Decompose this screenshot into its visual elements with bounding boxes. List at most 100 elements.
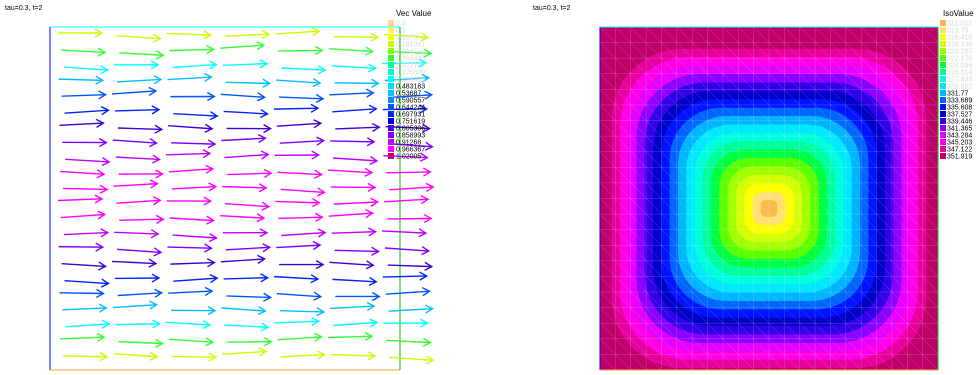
legend-label: 0.805306 <box>396 126 425 133</box>
legend-label: 324.095 <box>947 63 972 70</box>
vector-arrow <box>333 318 379 328</box>
vector-arrow <box>389 182 435 192</box>
vector-arrow <box>224 150 270 160</box>
legend-swatch <box>388 132 394 138</box>
legend-swatch <box>940 69 946 75</box>
vector-arrow <box>220 92 267 102</box>
legend-label: 0.107374 <box>396 35 425 42</box>
legend-label: 337.527 <box>947 112 972 119</box>
legend-swatch <box>940 146 946 152</box>
vector-arrow <box>386 337 432 347</box>
legend-label: 316.418 <box>947 35 972 42</box>
vector-arrow <box>61 261 107 271</box>
vector-arrow <box>64 106 110 116</box>
iso-band <box>760 200 778 217</box>
vector-arrow <box>276 78 322 88</box>
vector-arrow <box>279 307 326 317</box>
vector-arrow <box>280 187 326 197</box>
vector-arrow <box>170 91 216 102</box>
legend-label: 311.832 <box>947 21 972 28</box>
vector-arrow <box>119 50 165 60</box>
legend-label: 0.644244 <box>396 105 425 112</box>
vector-legend: Vec Value0.00.10.1073740.1610610.2147480… <box>388 9 432 161</box>
vector-arrow <box>165 149 212 159</box>
vector-plot-area <box>50 27 400 370</box>
vector-arrow <box>115 319 162 329</box>
legend-label: 313.75 <box>947 28 969 35</box>
vector-arrow <box>167 72 213 83</box>
legend-label: 320.257 <box>947 49 972 56</box>
vector-arrow <box>332 104 378 114</box>
vector-arrow <box>221 133 267 144</box>
legend-swatch <box>940 132 946 138</box>
vector-arrow <box>388 141 434 151</box>
legend-swatch <box>940 83 946 89</box>
vector-arrow <box>119 214 165 224</box>
vector-arrow <box>276 240 322 251</box>
vector-arrow <box>335 122 381 133</box>
vector-arrow <box>60 210 107 220</box>
vector-arrow <box>169 44 216 55</box>
vector-arrow <box>63 65 110 75</box>
vector-arrow <box>334 78 380 88</box>
legend-swatch <box>388 34 394 40</box>
vector-arrow <box>330 301 376 312</box>
vector-arrow <box>112 138 159 148</box>
legend-swatch <box>940 90 946 96</box>
vector-arrow <box>389 355 435 365</box>
legend-swatch <box>940 20 946 26</box>
vector-arrow <box>62 303 108 313</box>
vector-arrow <box>171 306 217 316</box>
vector-arrow <box>222 59 269 69</box>
legend-swatch <box>940 104 946 110</box>
legend-label: 0.1 <box>396 28 406 35</box>
vector-arrow <box>332 276 378 287</box>
vector-arrow <box>223 108 269 119</box>
legend-swatch <box>940 34 946 40</box>
legend-label: 0.697931 <box>396 112 425 119</box>
vector-arrow <box>223 273 270 283</box>
vector-arrow <box>274 150 321 160</box>
vector-arrow <box>274 316 321 327</box>
legend-swatch <box>388 62 394 68</box>
vector-arrow <box>114 273 161 283</box>
vector-arrow <box>63 184 109 194</box>
legend-label: 0.375809 <box>396 70 425 77</box>
vector-arrow <box>273 103 320 113</box>
legend-label: 0.0 <box>396 21 406 28</box>
vector-arrow <box>384 195 430 205</box>
vector-arrow <box>330 351 377 361</box>
legend-label: 343.284 <box>947 133 972 140</box>
vector-arrow <box>168 164 215 174</box>
vector-arrow <box>335 291 381 302</box>
vector-arrow <box>386 167 432 177</box>
vector-arrow <box>329 260 375 270</box>
legend-label: 322.176 <box>947 56 972 63</box>
vector-arrow <box>281 65 327 75</box>
vector-arrow <box>333 155 379 166</box>
legend-swatch <box>940 62 946 68</box>
legend-swatch <box>388 118 394 124</box>
legend-label: 0.214748 <box>396 49 425 56</box>
legend-title: IsoValue <box>943 9 974 18</box>
vector-arrow <box>327 331 374 342</box>
vector-arrows <box>57 27 435 365</box>
legend-swatch <box>940 153 946 159</box>
vector-arrow <box>173 273 219 284</box>
vector-arrow <box>118 169 164 179</box>
legend-label: 0.858993 <box>396 133 425 140</box>
vector-arrow <box>226 124 272 134</box>
vector-arrow <box>168 123 214 133</box>
vector-arrow <box>65 319 111 329</box>
vector-arrow <box>117 124 164 134</box>
vector-arrow <box>172 60 218 70</box>
legend-label: 0.91268 <box>396 140 421 147</box>
vector-arrow <box>116 196 162 206</box>
vector-arrow <box>224 322 270 332</box>
legend-swatch <box>388 76 394 82</box>
legend-swatch <box>940 139 946 145</box>
vector-arrow <box>221 305 267 316</box>
vector-arrow <box>117 75 163 85</box>
legend-swatch <box>940 125 946 131</box>
